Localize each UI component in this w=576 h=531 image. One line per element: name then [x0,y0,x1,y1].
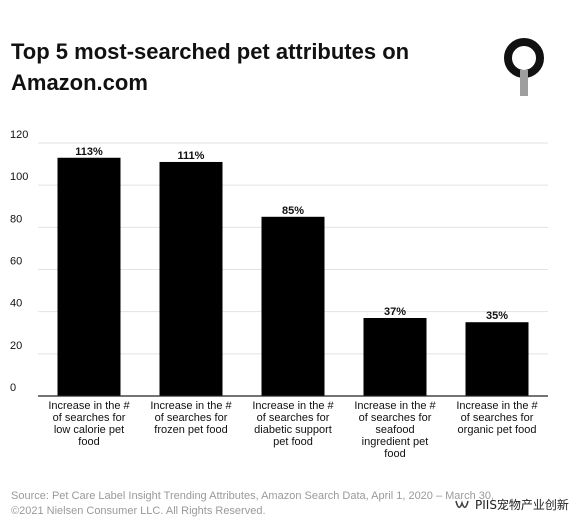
y-tick-label: 20 [10,340,22,352]
data-labels: 113% 111% 85% 37% 35% [75,146,508,322]
y-tick-label: 80 [10,213,22,225]
category-label-line: ingredient pet [362,436,429,448]
category-label-line: diabetic support [254,424,332,436]
category-label-line: Increase in the # [456,400,538,412]
category-label-line: seafood [375,424,414,436]
copyright-note: ©2021 Nielsen Consumer LLC. All Rights R… [11,505,266,517]
category-label-line: low calorie pet [54,424,124,436]
category-label-line: pet food [273,436,313,448]
category-label-line: of searches for [257,412,330,424]
bar-chart: 0 20 40 60 80 100 120 113% 111% 85% 37% 35% Increa… [10,129,548,460]
y-tick-label: 100 [10,171,28,183]
category-label: Increase in the # of searches for organic … [456,400,538,436]
watermark-text: PIIS宠物产业创新 [475,498,569,512]
category-label: Increase in the # of searches for frozen p… [150,400,232,436]
bar [159,161,223,396]
data-label: 111% [178,150,205,162]
category-label-line: frozen pet food [154,424,227,436]
data-label: 35% [486,310,508,322]
category-label-line: food [78,436,99,448]
category-label-line: of searches for [359,412,432,424]
bar [261,216,325,396]
category-labels: Increase in the # of searches for low calo… [48,400,538,460]
y-tick-label: 60 [10,256,22,268]
bar [57,157,121,396]
y-tick-label: 120 [10,129,28,141]
source-note: Source: Pet Care Label Insight Trending … [11,490,495,502]
data-label: 85% [282,205,304,217]
category-label-line: Increase in the # [252,400,334,412]
footer: Source: Pet Care Label Insight Trending … [11,489,571,519]
y-tick-label: 40 [10,298,22,310]
category-label-line: of searches for [155,412,228,424]
category-label: Increase in the # of searches for low calo… [48,400,130,448]
bar [465,322,529,396]
y-tick-labels: 0 20 40 60 80 100 120 [10,129,28,394]
data-label: 37% [384,306,406,318]
chart-title: Top 5 most-searched pet attributes on Am… [11,39,410,95]
category-label-line: food [384,448,405,460]
category-label: Increase in the # of searches for diabetic… [252,400,334,448]
category-label-line: Increase in the # [48,400,130,412]
y-tick-label: 0 [10,382,16,394]
category-label-line: of searches for [53,412,126,424]
category-label: Increase in the # of searches for seafood i… [354,400,436,460]
wechat-channel-icon [455,499,469,508]
key-ring-logo [504,38,544,96]
category-label-line: organic pet food [458,424,537,436]
category-label-line: Increase in the # [354,400,436,412]
bars [57,157,529,396]
data-label: 113% [75,146,103,158]
watermark: PIIS宠物产业创新 [454,496,569,513]
category-label-line: Increase in the # [150,400,232,412]
bar [363,317,427,396]
category-label-line: of searches for [461,412,534,424]
